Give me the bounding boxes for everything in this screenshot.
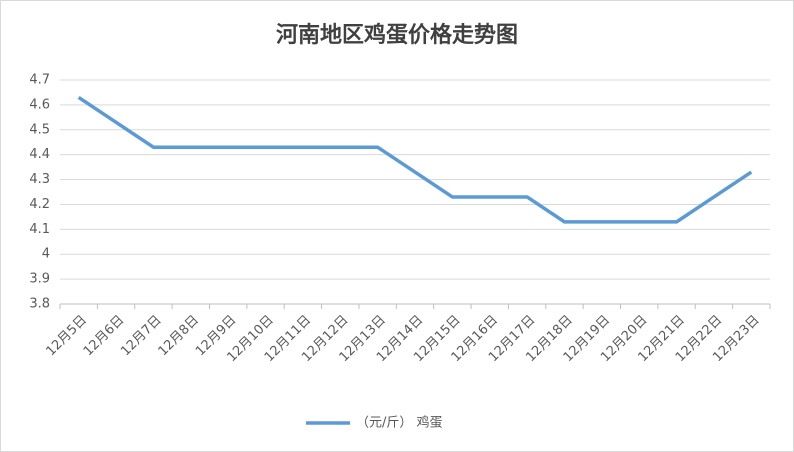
y-tick-label: 4.6 bbox=[29, 97, 50, 112]
y-tick-label: 4.5 bbox=[29, 122, 50, 137]
y-tick-label: 4.3 bbox=[29, 172, 50, 187]
y-tick-label: 3.8 bbox=[29, 297, 50, 312]
y-tick-label: 4.1 bbox=[29, 222, 50, 237]
y-tick-label: 4.4 bbox=[29, 147, 50, 162]
chart-title: 河南地区鸡蛋价格走势图 bbox=[276, 22, 518, 48]
data-line bbox=[77, 95, 753, 224]
y-tick-label: 4.2 bbox=[29, 197, 50, 212]
legend-label: （元/斤） 鸡蛋 bbox=[356, 415, 443, 431]
y-tick-label: 4.7 bbox=[29, 73, 50, 88]
y-tick-label: 4 bbox=[42, 247, 50, 262]
y-tick-label: 3.9 bbox=[29, 272, 50, 287]
